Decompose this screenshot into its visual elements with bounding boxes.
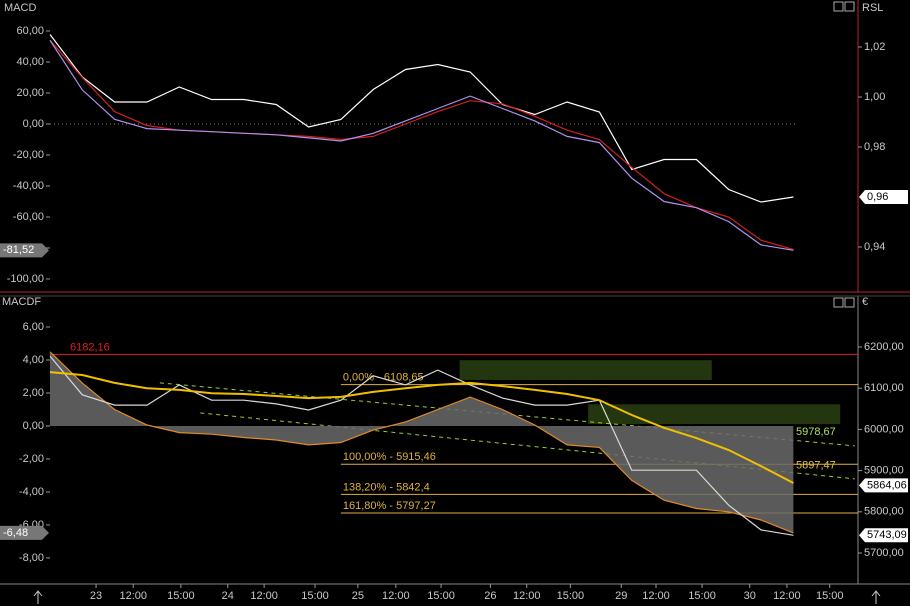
window-button[interactable] <box>833 1 844 12</box>
y-tick-label: -4,00 <box>19 486 44 498</box>
y-tick-label: 2,00 <box>23 387 44 399</box>
y-tick-label: 6,00 <box>23 321 44 333</box>
x-tick-label: 12:00 <box>642 590 670 602</box>
value-marker <box>0 525 49 540</box>
y2-tick-label: 6200,00 <box>864 341 904 353</box>
series-line <box>49 351 794 534</box>
y-tick-label: 20,00 <box>16 87 44 99</box>
zone <box>459 360 712 380</box>
x-tick-label: 15:00 <box>816 590 844 602</box>
panel-title: MACD <box>4 2 36 14</box>
price-label: 5897,47 <box>796 460 836 472</box>
y2-tick-label: 5700,00 <box>864 547 904 559</box>
x-tick-label: 25 <box>352 590 364 602</box>
close-button[interactable] <box>844 1 855 12</box>
window-button[interactable] <box>833 297 844 308</box>
scroll-arrows[interactable] <box>33 590 881 604</box>
y-tick-label: 4,00 <box>23 354 44 366</box>
close-button[interactable] <box>844 297 855 308</box>
x-tick-label: 15:00 <box>688 590 716 602</box>
y-tick-label: -100,00 <box>7 273 44 285</box>
y-tick-label: 0,00 <box>23 420 44 432</box>
level-label: 100,00% - 5915,46 <box>343 451 436 463</box>
y-tick-label: -8,00 <box>19 552 44 564</box>
value-marker <box>859 528 908 543</box>
level-label: 6182,16 <box>70 341 110 353</box>
y-tick-label: -60,00 <box>13 211 44 223</box>
level-label: 0,00% - 6108,65 <box>343 372 424 384</box>
x-tick-label: 12:00 <box>382 590 410 602</box>
trend-line <box>200 412 855 480</box>
x-tick-label: 15:00 <box>301 590 329 602</box>
y-tick-label: 40,00 <box>16 56 44 68</box>
panel-title: RSL <box>862 2 883 14</box>
value-marker-label: 0,96 <box>867 191 888 203</box>
x-tick-label: 12:00 <box>250 590 278 602</box>
y-tick-label: 0,00 <box>23 118 44 130</box>
value-marker-label: 5864,06 <box>867 479 907 491</box>
x-tick-label: 15:00 <box>427 590 455 602</box>
x-tick-label: 15:00 <box>167 590 195 602</box>
series-line <box>49 39 794 251</box>
x-tick-label: 24 <box>222 590 234 602</box>
value-marker-label: -6,48 <box>3 527 28 539</box>
y2-tick-label: 6000,00 <box>864 423 904 435</box>
level-label: 138,20% - 5842,4 <box>343 481 430 493</box>
value-marker <box>859 190 908 204</box>
y2-tick-label: 0,94 <box>864 241 885 253</box>
y2-tick-label: 5800,00 <box>864 506 904 518</box>
series-line <box>49 34 794 203</box>
area <box>50 351 794 533</box>
level-label: 161,80% - 5797,27 <box>343 500 436 512</box>
x-tick-label: 12:00 <box>773 590 801 602</box>
x-tick-label: 23 <box>90 590 102 602</box>
price-label: 5978,67 <box>796 426 836 438</box>
y-tick-label: -20,00 <box>13 149 44 161</box>
y2-tick-label: 5900,00 <box>864 465 904 477</box>
series-line <box>49 371 794 484</box>
x-tick-label: 30 <box>744 590 756 602</box>
x-tick-label: 12:00 <box>119 590 147 602</box>
panel-title: € <box>862 296 868 308</box>
y2-tick-label: 0,98 <box>864 141 885 153</box>
y-tick-label: -40,00 <box>13 180 44 192</box>
value-marker-label: -81,52 <box>3 244 34 256</box>
y2-tick-label: 6100,00 <box>864 382 904 394</box>
x-tick-label: 26 <box>484 590 496 602</box>
y-tick-label: -2,00 <box>19 453 44 465</box>
series-line <box>49 355 794 536</box>
value-marker <box>0 243 49 258</box>
zone <box>588 404 841 425</box>
y-tick-label: 60,00 <box>16 25 44 37</box>
x-tick-label: 29 <box>615 590 627 602</box>
y2-tick-label: 1,02 <box>864 41 885 53</box>
x-tick-label: 15:00 <box>557 590 585 602</box>
y2-tick-label: 1,00 <box>864 91 885 103</box>
panel-title: MACDF <box>2 296 41 308</box>
value-marker-label: 5743,09 <box>867 529 907 541</box>
value-marker <box>859 478 908 493</box>
x-tick-label: 12:00 <box>513 590 541 602</box>
